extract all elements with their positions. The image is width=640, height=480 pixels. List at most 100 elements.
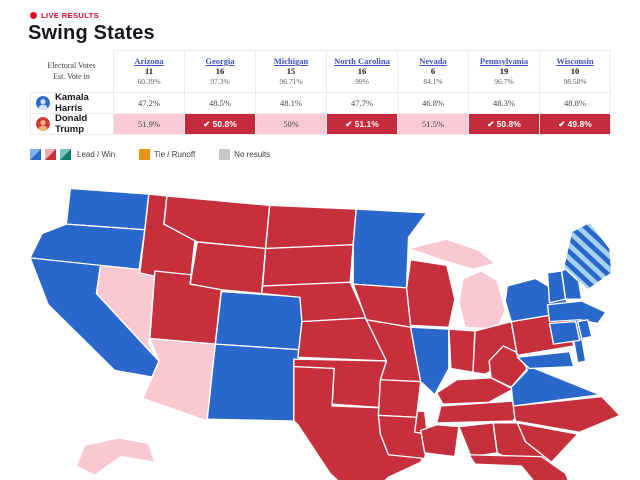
map-state-ar[interactable]	[377, 379, 422, 418]
result-cell: ✔ 50.8%	[185, 114, 256, 135]
state-column-header: Michigan 15 96.71%	[256, 50, 327, 93]
candidate-avatar	[36, 117, 50, 131]
electoral-votes-value: 15	[286, 66, 296, 76]
map-state-ct[interactable]	[548, 320, 581, 345]
row-label-line2: Est. Vote in	[53, 72, 90, 81]
state-column-header: Wisconsin 10 98.58%	[540, 50, 611, 93]
row-label-cell: Electoral Votes Est. Vote in	[30, 50, 114, 93]
candidate-row-harris: Kamala Harris 47.2% 48.5% 48.1% 47.7% 46.8% 48…	[30, 92, 611, 114]
map-state-nc[interactable]	[512, 395, 621, 433]
state-column-header: North Carolina 16 99%	[327, 50, 398, 93]
map-state-ak[interactable]	[75, 437, 156, 477]
map-state-sd[interactable]	[261, 244, 354, 287]
map-state-az[interactable]	[142, 337, 216, 422]
table-header-row: Electoral Votes Est. Vote in Arizona 11 60…	[30, 50, 611, 93]
result-value: 46.8%	[422, 98, 444, 108]
candidate-name: Kamala Harris	[55, 92, 89, 114]
tie-runoff-label: Tie / Runoff	[154, 150, 196, 159]
no-results-icon	[219, 149, 231, 160]
candidate-row-trump: Donald Trump 51.9% ✔ 50.8% 50% ✔ 51.1% 51.5% ✔…	[30, 113, 611, 135]
result-cell: 51.9%	[114, 114, 185, 135]
vote-in-value: 98.58%	[563, 77, 587, 86]
map-state-al[interactable]	[458, 422, 498, 458]
map-state-md[interactable]	[516, 350, 575, 370]
state-link[interactable]: Michigan	[273, 56, 309, 66]
state-link[interactable]: North Carolina	[334, 56, 390, 66]
result-cell: 48.5%	[185, 93, 256, 114]
result-value: 50%	[283, 119, 299, 129]
result-cell: 48.8%	[540, 93, 611, 114]
map-state-mi[interactable]	[458, 270, 506, 330]
electoral-votes-value: 11	[144, 66, 154, 76]
map-state-ms[interactable]	[419, 424, 460, 458]
row-label-line1: Electoral Votes	[47, 61, 96, 70]
state-column-header: Arizona 11 60.39%	[114, 50, 185, 93]
vote-in-value: 96.71%	[279, 77, 303, 86]
map-state-wa[interactable]	[65, 187, 150, 231]
vote-in-value: 99%	[355, 77, 369, 86]
swing-states-table: Electoral Votes Est. Vote in Arizona 11 60…	[30, 50, 611, 135]
legend-lead-win: Lead / Win	[30, 149, 115, 160]
result-value: ✔ 49.8%	[558, 118, 592, 129]
result-cell: 48.3%	[469, 93, 540, 114]
page-title: Swing States	[28, 22, 155, 44]
result-cell: 47.2%	[114, 93, 185, 114]
vote-in-value: 96.7%	[494, 77, 514, 86]
map-state-tn[interactable]	[436, 399, 525, 424]
no-results-label: No results	[234, 150, 271, 159]
result-value: 48.1%	[280, 98, 302, 108]
candidate-name-cell: Donald Trump	[30, 113, 114, 135]
result-cell: 51.5%	[398, 114, 469, 135]
result-value: ✔ 51.1%	[345, 118, 379, 129]
tie-runoff-icon	[139, 149, 151, 160]
map-state-mi[interactable]	[407, 238, 496, 270]
result-value: 48.3%	[493, 98, 515, 108]
map-state-fl[interactable]	[468, 454, 574, 480]
result-value: 48.5%	[209, 98, 231, 108]
state-column-header: Georgia 16 97.3%	[185, 50, 256, 93]
state-link[interactable]: Nevada	[419, 56, 447, 66]
state-link[interactable]: Georgia	[205, 56, 235, 66]
result-cell: 47.7%	[327, 93, 398, 114]
us-electoral-map	[20, 181, 624, 480]
result-value: ✔ 50.8%	[203, 118, 237, 129]
state-link[interactable]: Pennsylvania	[479, 56, 529, 66]
live-results-label: LIVE RESULTS	[41, 11, 99, 20]
result-cell: ✔ 51.1%	[327, 114, 398, 135]
map-state-me[interactable]	[562, 221, 613, 291]
map-state-ri[interactable]	[576, 319, 593, 340]
legend-tie: Tie / Runoff	[139, 149, 195, 160]
state-column-header: Nevada 6 84.1%	[398, 50, 469, 93]
map-legend: Lead / Win Tie / Runoff No results	[30, 149, 288, 160]
map-state-nd[interactable]	[264, 204, 357, 250]
result-cell: ✔ 49.8%	[540, 114, 611, 135]
electoral-votes-value: 10	[570, 66, 580, 76]
result-cell: ✔ 50.8%	[469, 114, 540, 135]
vote-in-value: 84.1%	[423, 77, 443, 86]
result-cell: 48.1%	[256, 93, 327, 114]
rep-lead-win-icon	[45, 149, 56, 160]
candidate-avatar	[36, 96, 50, 110]
state-column-header: Pennsylvania 19 96.7%	[469, 50, 540, 93]
map-state-co[interactable]	[214, 290, 307, 351]
electoral-votes-value: 16	[215, 66, 225, 76]
candidate-name-cell: Kamala Harris	[30, 92, 114, 114]
state-link[interactable]: Wisconsin	[556, 56, 594, 66]
result-value: 47.2%	[138, 98, 160, 108]
ind-lead-win-icon	[60, 149, 71, 160]
live-dot-icon	[30, 12, 37, 19]
vote-in-value: 97.3%	[210, 77, 230, 86]
electoral-votes-value: 6	[430, 66, 436, 76]
result-value: 47.7%	[351, 98, 373, 108]
result-value: 51.9%	[138, 119, 160, 129]
live-results-badge: LIVE RESULTS	[30, 11, 99, 20]
map-state-nm[interactable]	[206, 343, 301, 422]
result-value: ✔ 50.8%	[487, 118, 521, 129]
state-link[interactable]: Arizona	[134, 56, 164, 66]
result-value: 48.8%	[564, 98, 586, 108]
map-state-ma[interactable]	[546, 300, 607, 325]
map-state-wi[interactable]	[405, 259, 456, 328]
electoral-votes-value: 19	[499, 66, 509, 76]
map-state-in[interactable]	[448, 328, 476, 373]
legend-no-results: No results	[219, 149, 270, 160]
